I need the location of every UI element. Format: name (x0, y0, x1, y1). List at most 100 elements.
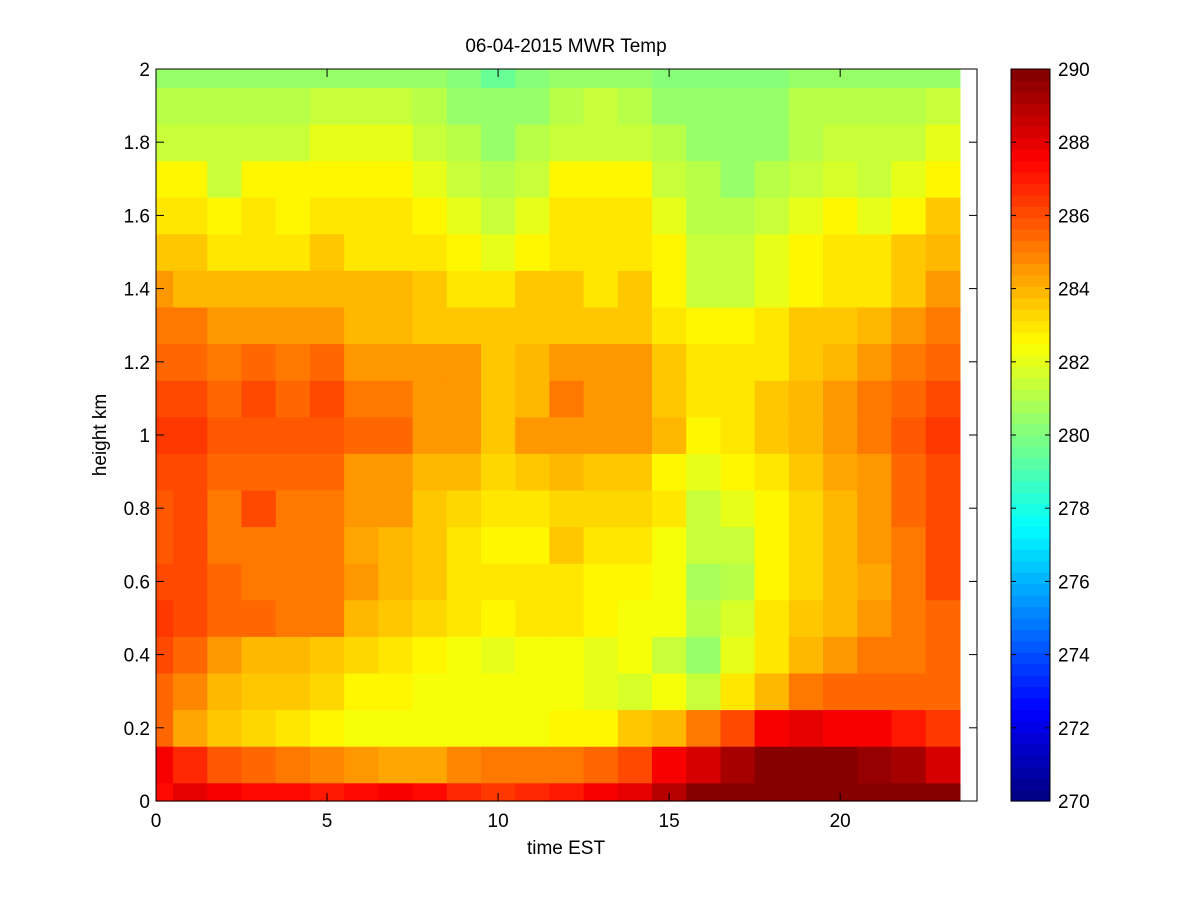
heatmap-cell (156, 526, 174, 564)
heatmap-cell (275, 563, 311, 601)
colorbar-band (1011, 423, 1050, 436)
heatmap-cell (156, 746, 174, 784)
heatmap-cell (617, 489, 653, 528)
heatmap-cell (207, 197, 243, 235)
heatmap-cell (891, 636, 927, 674)
heatmap-cell (925, 709, 961, 747)
heatmap-cell (686, 160, 722, 198)
heatmap-cell (925, 87, 961, 125)
heatmap-cell (156, 380, 174, 418)
heatmap-cell (446, 233, 482, 271)
colorbar-tick-label: 278 (1058, 499, 1090, 520)
heatmap-cell (788, 709, 824, 747)
heatmap-cell (754, 197, 790, 235)
heatmap-cell (515, 563, 550, 601)
colorbar-band (1011, 80, 1050, 93)
heatmap-cell (617, 380, 653, 418)
heatmap-cell (720, 563, 756, 601)
heatmap-cell (583, 489, 619, 528)
heatmap-cell (156, 672, 174, 711)
heatmap-cell (617, 746, 653, 784)
heatmap-cell (378, 87, 414, 125)
heatmap-cell (788, 69, 824, 88)
colorbar-band (1011, 389, 1050, 402)
heatmap-cell (686, 526, 722, 564)
heatmap-cell (173, 197, 208, 235)
heatmap-cell (823, 87, 858, 125)
heatmap-cell (617, 709, 653, 747)
heatmap-cell (378, 599, 414, 637)
heatmap-cell (891, 233, 927, 271)
heatmap-cell (857, 416, 893, 454)
heatmap-cell (549, 160, 585, 198)
heatmap-cell (925, 563, 961, 601)
heatmap-cell (515, 672, 550, 711)
heatmap-cell (925, 636, 961, 674)
heatmap-cell (309, 636, 345, 674)
heatmap-cell (823, 233, 858, 271)
heatmap-cell (549, 746, 585, 784)
heatmap-cell (549, 453, 585, 491)
heatmap-cell (652, 416, 687, 454)
heatmap-cell (925, 160, 961, 198)
heatmap-cell (686, 746, 722, 784)
heatmap-cell (446, 636, 482, 674)
heatmap-cell (344, 343, 379, 381)
colorbar-band (1011, 332, 1050, 345)
heatmap-cell (720, 69, 756, 88)
heatmap-cell (378, 563, 414, 601)
heatmap-cell (412, 746, 448, 784)
heatmap-cell (309, 709, 345, 747)
heatmap-cell (788, 233, 824, 271)
heatmap-cell (156, 416, 174, 454)
heatmap-cell (275, 746, 311, 784)
heatmap-cell (412, 709, 448, 747)
heatmap-cell (583, 453, 619, 491)
heatmap-cell (207, 672, 243, 711)
heatmap-cell (241, 563, 277, 601)
heatmap-cell (446, 453, 482, 491)
heatmap-cell (173, 343, 208, 381)
heatmap-cell (480, 782, 516, 802)
colorbar-band (1011, 503, 1050, 516)
heatmap-cell (857, 380, 893, 418)
heatmap-cell (378, 636, 414, 674)
colorbar-tick-label: 282 (1058, 353, 1090, 374)
heatmap-cell (583, 709, 619, 747)
heatmap-cell (686, 563, 722, 601)
colorbar-tick-label: 288 (1058, 133, 1090, 154)
heatmap-cell (549, 123, 585, 162)
heatmap-cell (344, 453, 379, 491)
heatmap-cell (925, 270, 961, 308)
heatmap-cell (480, 123, 516, 162)
y-tick-label: 0.2 (124, 719, 150, 740)
heatmap-cell (925, 69, 961, 88)
colorbar-tick-label: 270 (1058, 792, 1090, 813)
heatmap-cell (823, 526, 858, 564)
heatmap-cell (344, 123, 379, 162)
heatmap-cell (412, 380, 448, 418)
heatmap-cell (344, 563, 379, 601)
heatmap-cell (344, 380, 379, 418)
heatmap-cell (925, 233, 961, 271)
heatmap-cell (823, 453, 858, 491)
heatmap-cell (617, 672, 653, 711)
heatmap-cell (754, 123, 790, 162)
colorbar-band (1011, 377, 1050, 390)
heatmap-cell (583, 746, 619, 784)
heatmap-cell (720, 416, 756, 454)
heatmap-cell (720, 782, 756, 802)
colorbar-band (1011, 320, 1050, 333)
heatmap-cell (173, 160, 208, 198)
heatmap-cell (207, 526, 243, 564)
heatmap-cell (515, 69, 550, 88)
colorbar-band (1011, 263, 1050, 276)
heatmap-cell (925, 489, 961, 528)
heatmap-cell (207, 709, 243, 747)
heatmap-cell (788, 526, 824, 564)
heatmap-cell (241, 270, 277, 308)
heatmap-cell (720, 87, 756, 125)
heatmap-cell (173, 746, 208, 784)
heatmap-cell (173, 526, 208, 564)
heatmap-cell (207, 270, 243, 308)
